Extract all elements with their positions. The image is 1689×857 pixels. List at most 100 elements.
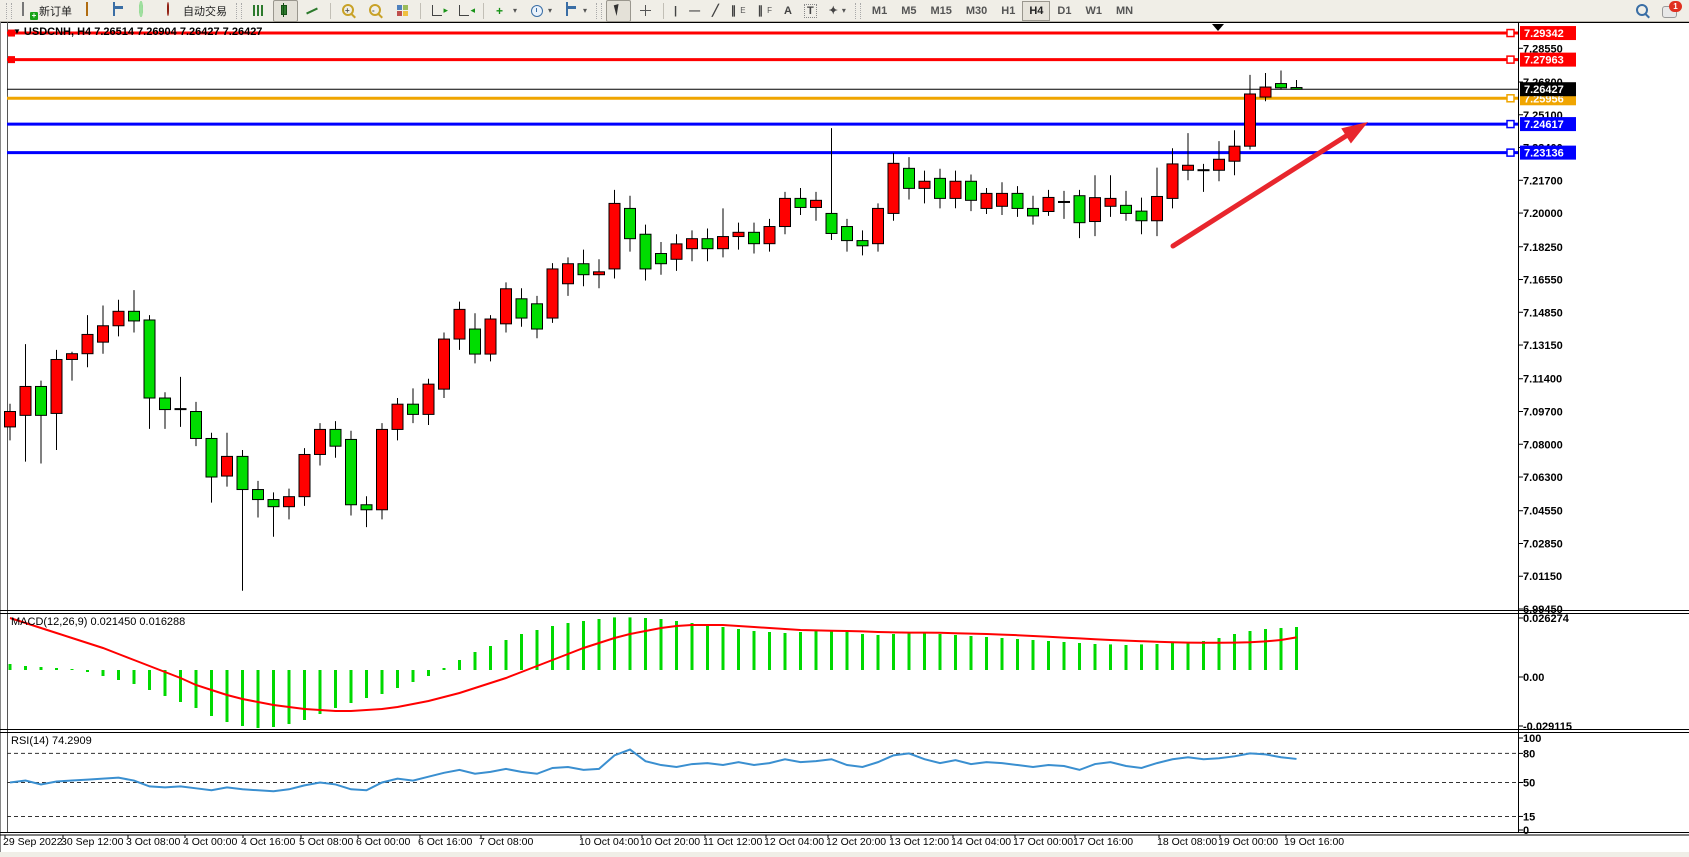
- templates-button[interactable]: ▾: [559, 0, 592, 22]
- level-handle[interactable]: [1506, 55, 1515, 64]
- zoom-in-icon: +: [341, 3, 356, 18]
- timeframe-button-M5[interactable]: M5: [901, 4, 917, 17]
- chart-shift-button[interactable]: [453, 0, 478, 22]
- timeframe-button-H4[interactable]: H4: [1022, 0, 1051, 21]
- symbol-dropdown-icon[interactable]: ▼: [13, 27, 21, 36]
- candle-body: [686, 238, 698, 250]
- svg-text:50: 50: [1523, 778, 1535, 790]
- timeframe-button-H1[interactable]: H1: [1001, 4, 1016, 17]
- level-handle[interactable]: [1506, 28, 1515, 38]
- market-watch-button[interactable]: [106, 0, 131, 22]
- shapes-button[interactable]: ✦ ▾: [828, 5, 846, 17]
- crosshair-button[interactable]: [633, 0, 658, 22]
- signals-button[interactable]: [133, 0, 158, 22]
- search-button[interactable]: [1630, 0, 1655, 22]
- symbol-title: ▼ USDCNH, H4 7.26514 7.26904 7.26427 7.26…: [13, 26, 263, 38]
- horizontal-line-icon: —: [689, 4, 701, 17]
- zoom-out-button[interactable]: -: [363, 0, 388, 22]
- candle-body: [965, 180, 977, 201]
- candle-body: [701, 238, 714, 250]
- macd-histogram-bar: [303, 670, 306, 720]
- horizontal-line-button[interactable]: —: [684, 0, 705, 22]
- level-handle[interactable]: [8, 56, 15, 64]
- autotrade-button[interactable]: 自动交易: [160, 0, 232, 22]
- macd-histogram-bar: [132, 670, 136, 684]
- label-button[interactable]: T: [799, 0, 822, 22]
- macd-histogram-bar: [210, 670, 213, 716]
- svg-text:100: 100: [1523, 733, 1541, 745]
- candle-body: [360, 504, 373, 511]
- cursor-button[interactable]: [606, 0, 632, 22]
- toolbar-grip[interactable]: [854, 2, 861, 19]
- macd-histogram-bar: [442, 668, 446, 670]
- level-handle[interactable]: [1506, 94, 1515, 103]
- crosshair-icon: [638, 3, 653, 18]
- svg-text:7.14850: 7.14850: [1523, 307, 1563, 319]
- level-handle[interactable]: [8, 29, 15, 37]
- candle-body: [825, 212, 838, 234]
- zoom-in-button[interactable]: +: [336, 0, 361, 22]
- level-handle[interactable]: [1506, 119, 1515, 129]
- add-indicator-button[interactable]: + ▾: [496, 4, 518, 18]
- macd-histogram-bar: [1279, 628, 1283, 670]
- timeframe-button-MN[interactable]: MN: [1115, 4, 1134, 17]
- macd-histogram-bar: [582, 621, 585, 670]
- timeframe-button-M30[interactable]: M30: [965, 4, 988, 17]
- candle-body: [1275, 83, 1287, 89]
- candle-body: [66, 353, 78, 360]
- trend-arrow-head[interactable]: [1341, 122, 1368, 144]
- candle-body: [422, 383, 435, 415]
- periods-button[interactable]: ▾: [524, 0, 557, 22]
- svg-text:7.09700: 7.09700: [1523, 407, 1563, 419]
- macd-histogram-bar: [24, 666, 27, 670]
- macd-histogram-bar: [830, 631, 833, 670]
- macd-histogram-bar: [194, 670, 198, 708]
- auto-scroll-button[interactable]: [426, 0, 451, 22]
- candle-body: [717, 236, 729, 250]
- fibonacci-button[interactable]: ∥ F: [757, 5, 772, 17]
- chat-button[interactable]: 1: [1657, 0, 1685, 22]
- autotrade-label: 自动交易: [183, 5, 227, 18]
- candle-body: [205, 437, 218, 478]
- toolbar-grip[interactable]: [596, 2, 603, 19]
- trend-arrow-line[interactable]: [1170, 131, 1352, 249]
- macd-histogram-bar: [675, 621, 678, 670]
- candle-body: [267, 499, 280, 508]
- toolbar-grip[interactable]: [236, 2, 242, 19]
- macd-histogram-bar: [101, 670, 105, 676]
- candle-body: [872, 207, 884, 245]
- channel-button[interactable]: ∥ E: [730, 5, 746, 17]
- candlestick-chart-button[interactable]: [273, 0, 298, 22]
- timeframe-button-M1[interactable]: M1: [871, 4, 888, 17]
- macd-histogram-bar: [349, 670, 353, 703]
- candle-body: [639, 233, 652, 270]
- level-handle[interactable]: [1506, 148, 1515, 157]
- rsi-line: [9, 748, 1297, 793]
- timeframe-button-W1[interactable]: W1: [1085, 4, 1102, 17]
- tile-windows-button[interactable]: [390, 0, 415, 22]
- toolbar-grip[interactable]: [6, 2, 12, 19]
- candle-body: [143, 319, 156, 399]
- text-button[interactable]: A: [779, 0, 797, 22]
- candle-body: [763, 226, 776, 245]
- vertical-line-button[interactable]: |: [669, 0, 682, 22]
- macd-histogram-bar: [1078, 643, 1081, 670]
- macd-histogram-bar: [706, 625, 709, 670]
- macd-histogram-bar: [628, 617, 632, 670]
- time-label: 10 Oct 20:00: [640, 836, 700, 848]
- candle-body: [1073, 195, 1086, 224]
- candle-body: [128, 310, 140, 322]
- macd-histogram-bar: [861, 634, 864, 670]
- macd-histogram-bar: [923, 633, 926, 670]
- macd-indicator-label: MACD(12,26,9) 0.021450 0.016288: [11, 616, 186, 628]
- time-label: 30 Sep 12:00: [61, 836, 124, 848]
- bar-chart-button[interactable]: [246, 0, 271, 22]
- trendline-button[interactable]: ╱: [707, 0, 724, 22]
- timeframe-button-M15[interactable]: M15: [930, 4, 952, 17]
- candle-body: [531, 303, 543, 330]
- macd-histogram-bar: [1000, 638, 1004, 670]
- new-order-button[interactable]: + 新订单: [16, 0, 77, 22]
- timeframe-button-D1[interactable]: D1: [1057, 4, 1072, 17]
